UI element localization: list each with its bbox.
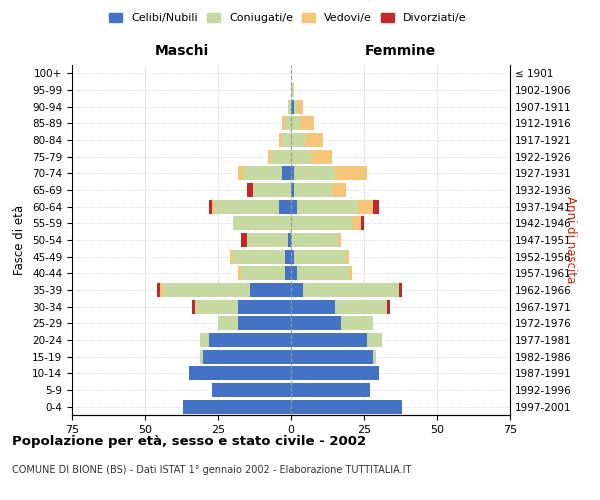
Bar <box>305 133 323 147</box>
Bar <box>189 366 291 380</box>
Y-axis label: Fasce di età: Fasce di età <box>13 205 26 275</box>
Bar <box>291 83 294 97</box>
Y-axis label: Anni di nascita: Anni di nascita <box>564 196 577 284</box>
Bar <box>280 133 282 147</box>
Bar <box>183 400 291 414</box>
Bar <box>282 133 291 147</box>
Bar <box>291 250 294 264</box>
Bar <box>291 183 294 197</box>
Bar <box>297 100 302 114</box>
Bar <box>250 283 291 297</box>
Bar <box>335 166 367 180</box>
Bar <box>282 116 285 130</box>
Bar <box>294 166 335 180</box>
Bar <box>218 316 238 330</box>
Bar <box>291 166 294 180</box>
Bar <box>388 300 390 314</box>
Text: COMUNE DI BIONE (BS) - Dati ISTAT 1° gennaio 2002 - Elaborazione TUTTITALIA.IT: COMUNE DI BIONE (BS) - Dati ISTAT 1° gen… <box>12 465 412 475</box>
Bar <box>291 233 338 247</box>
Bar <box>367 333 382 347</box>
Bar <box>244 166 282 180</box>
Bar <box>271 150 291 164</box>
Bar <box>233 250 285 264</box>
Bar <box>247 233 288 247</box>
Bar <box>335 300 388 314</box>
Bar <box>399 283 402 297</box>
Bar <box>361 216 364 230</box>
Bar <box>212 383 291 397</box>
Bar <box>291 283 302 297</box>
Bar <box>215 200 280 214</box>
Bar <box>247 183 253 197</box>
Bar <box>346 250 349 264</box>
Bar <box>192 300 194 314</box>
Bar <box>300 116 314 130</box>
Bar <box>238 316 291 330</box>
Bar <box>291 383 370 397</box>
Bar <box>291 200 297 214</box>
Bar <box>338 233 341 247</box>
Bar <box>238 266 241 280</box>
Bar <box>288 233 291 247</box>
Bar <box>373 200 379 214</box>
Bar <box>163 283 250 297</box>
Bar <box>209 200 212 214</box>
Bar <box>157 283 160 297</box>
Bar <box>291 266 297 280</box>
Bar <box>294 100 297 114</box>
Bar <box>302 283 399 297</box>
Bar <box>241 233 247 247</box>
Bar <box>291 216 352 230</box>
Bar <box>294 183 332 197</box>
Bar <box>160 283 163 297</box>
Bar <box>200 333 209 347</box>
Bar <box>291 333 367 347</box>
Bar <box>230 250 233 264</box>
Bar <box>349 266 352 280</box>
Bar <box>294 250 346 264</box>
Bar <box>311 150 332 164</box>
Bar <box>291 350 373 364</box>
Bar <box>297 200 358 214</box>
Bar <box>194 300 238 314</box>
Bar <box>291 133 305 147</box>
Bar <box>209 333 291 347</box>
Bar <box>253 183 291 197</box>
Bar <box>285 250 291 264</box>
Bar <box>203 350 291 364</box>
Bar <box>297 266 349 280</box>
Bar <box>238 300 291 314</box>
Bar <box>288 100 291 114</box>
Bar <box>291 100 294 114</box>
Bar <box>291 150 311 164</box>
Bar <box>358 200 373 214</box>
Bar <box>233 216 291 230</box>
Bar <box>241 266 285 280</box>
Bar <box>268 150 271 164</box>
Bar <box>291 116 300 130</box>
Text: Maschi: Maschi <box>154 44 209 58</box>
Text: Popolazione per età, sesso e stato civile - 2002: Popolazione per età, sesso e stato civil… <box>12 435 366 448</box>
Bar <box>200 350 203 364</box>
Bar <box>238 166 244 180</box>
Bar <box>373 350 376 364</box>
Bar <box>332 183 346 197</box>
Bar <box>285 266 291 280</box>
Bar <box>291 400 402 414</box>
Legend: Celibi/Nubili, Coniugati/e, Vedovi/e, Divorziati/e: Celibi/Nubili, Coniugati/e, Vedovi/e, Di… <box>105 8 471 28</box>
Text: Femmine: Femmine <box>365 44 436 58</box>
Bar <box>291 316 341 330</box>
Bar <box>291 366 379 380</box>
Bar <box>341 316 373 330</box>
Bar <box>291 300 335 314</box>
Bar <box>282 166 291 180</box>
Bar <box>285 116 291 130</box>
Bar <box>280 200 291 214</box>
Bar <box>212 200 215 214</box>
Bar <box>352 216 361 230</box>
